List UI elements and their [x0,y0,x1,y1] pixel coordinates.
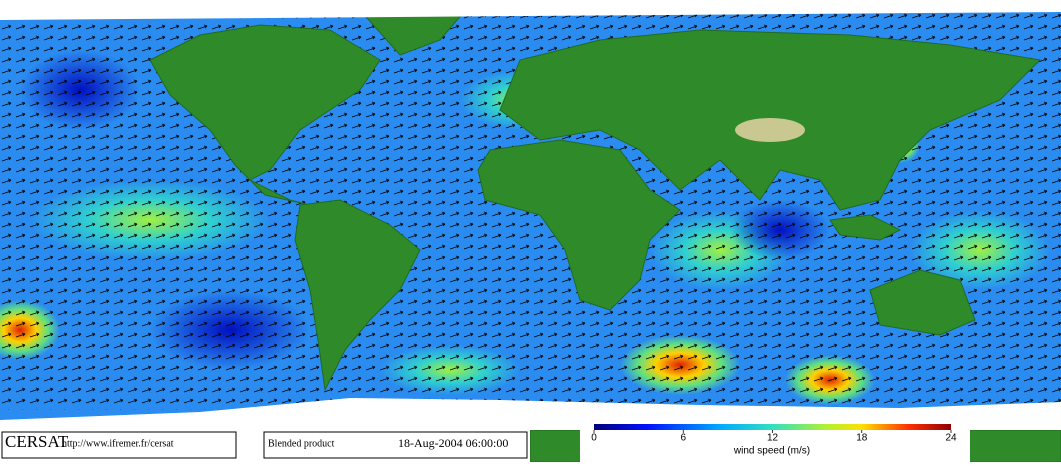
product-box [263,431,528,459]
colorbar-tick-label: 12 [767,433,779,444]
logo-box [1,431,237,459]
colorbar-tick-label: 24 [945,433,957,444]
colorbar-tick-label: 18 [856,433,868,444]
arctic [0,0,1061,20]
url: http://www.ifremer.fr/cersat [62,438,174,449]
colorbar-tick-label: 6 [680,433,686,444]
product: Blended product [268,438,335,449]
colorbar-tick-label: 0 [591,433,597,444]
date: 18-Aug-2004 06:00:00 [398,436,508,450]
colorbar [594,424,951,430]
colorbar-label: wind speed (m/s) [733,446,810,457]
plateau [735,118,805,142]
logo: CERSAT [5,432,69,451]
